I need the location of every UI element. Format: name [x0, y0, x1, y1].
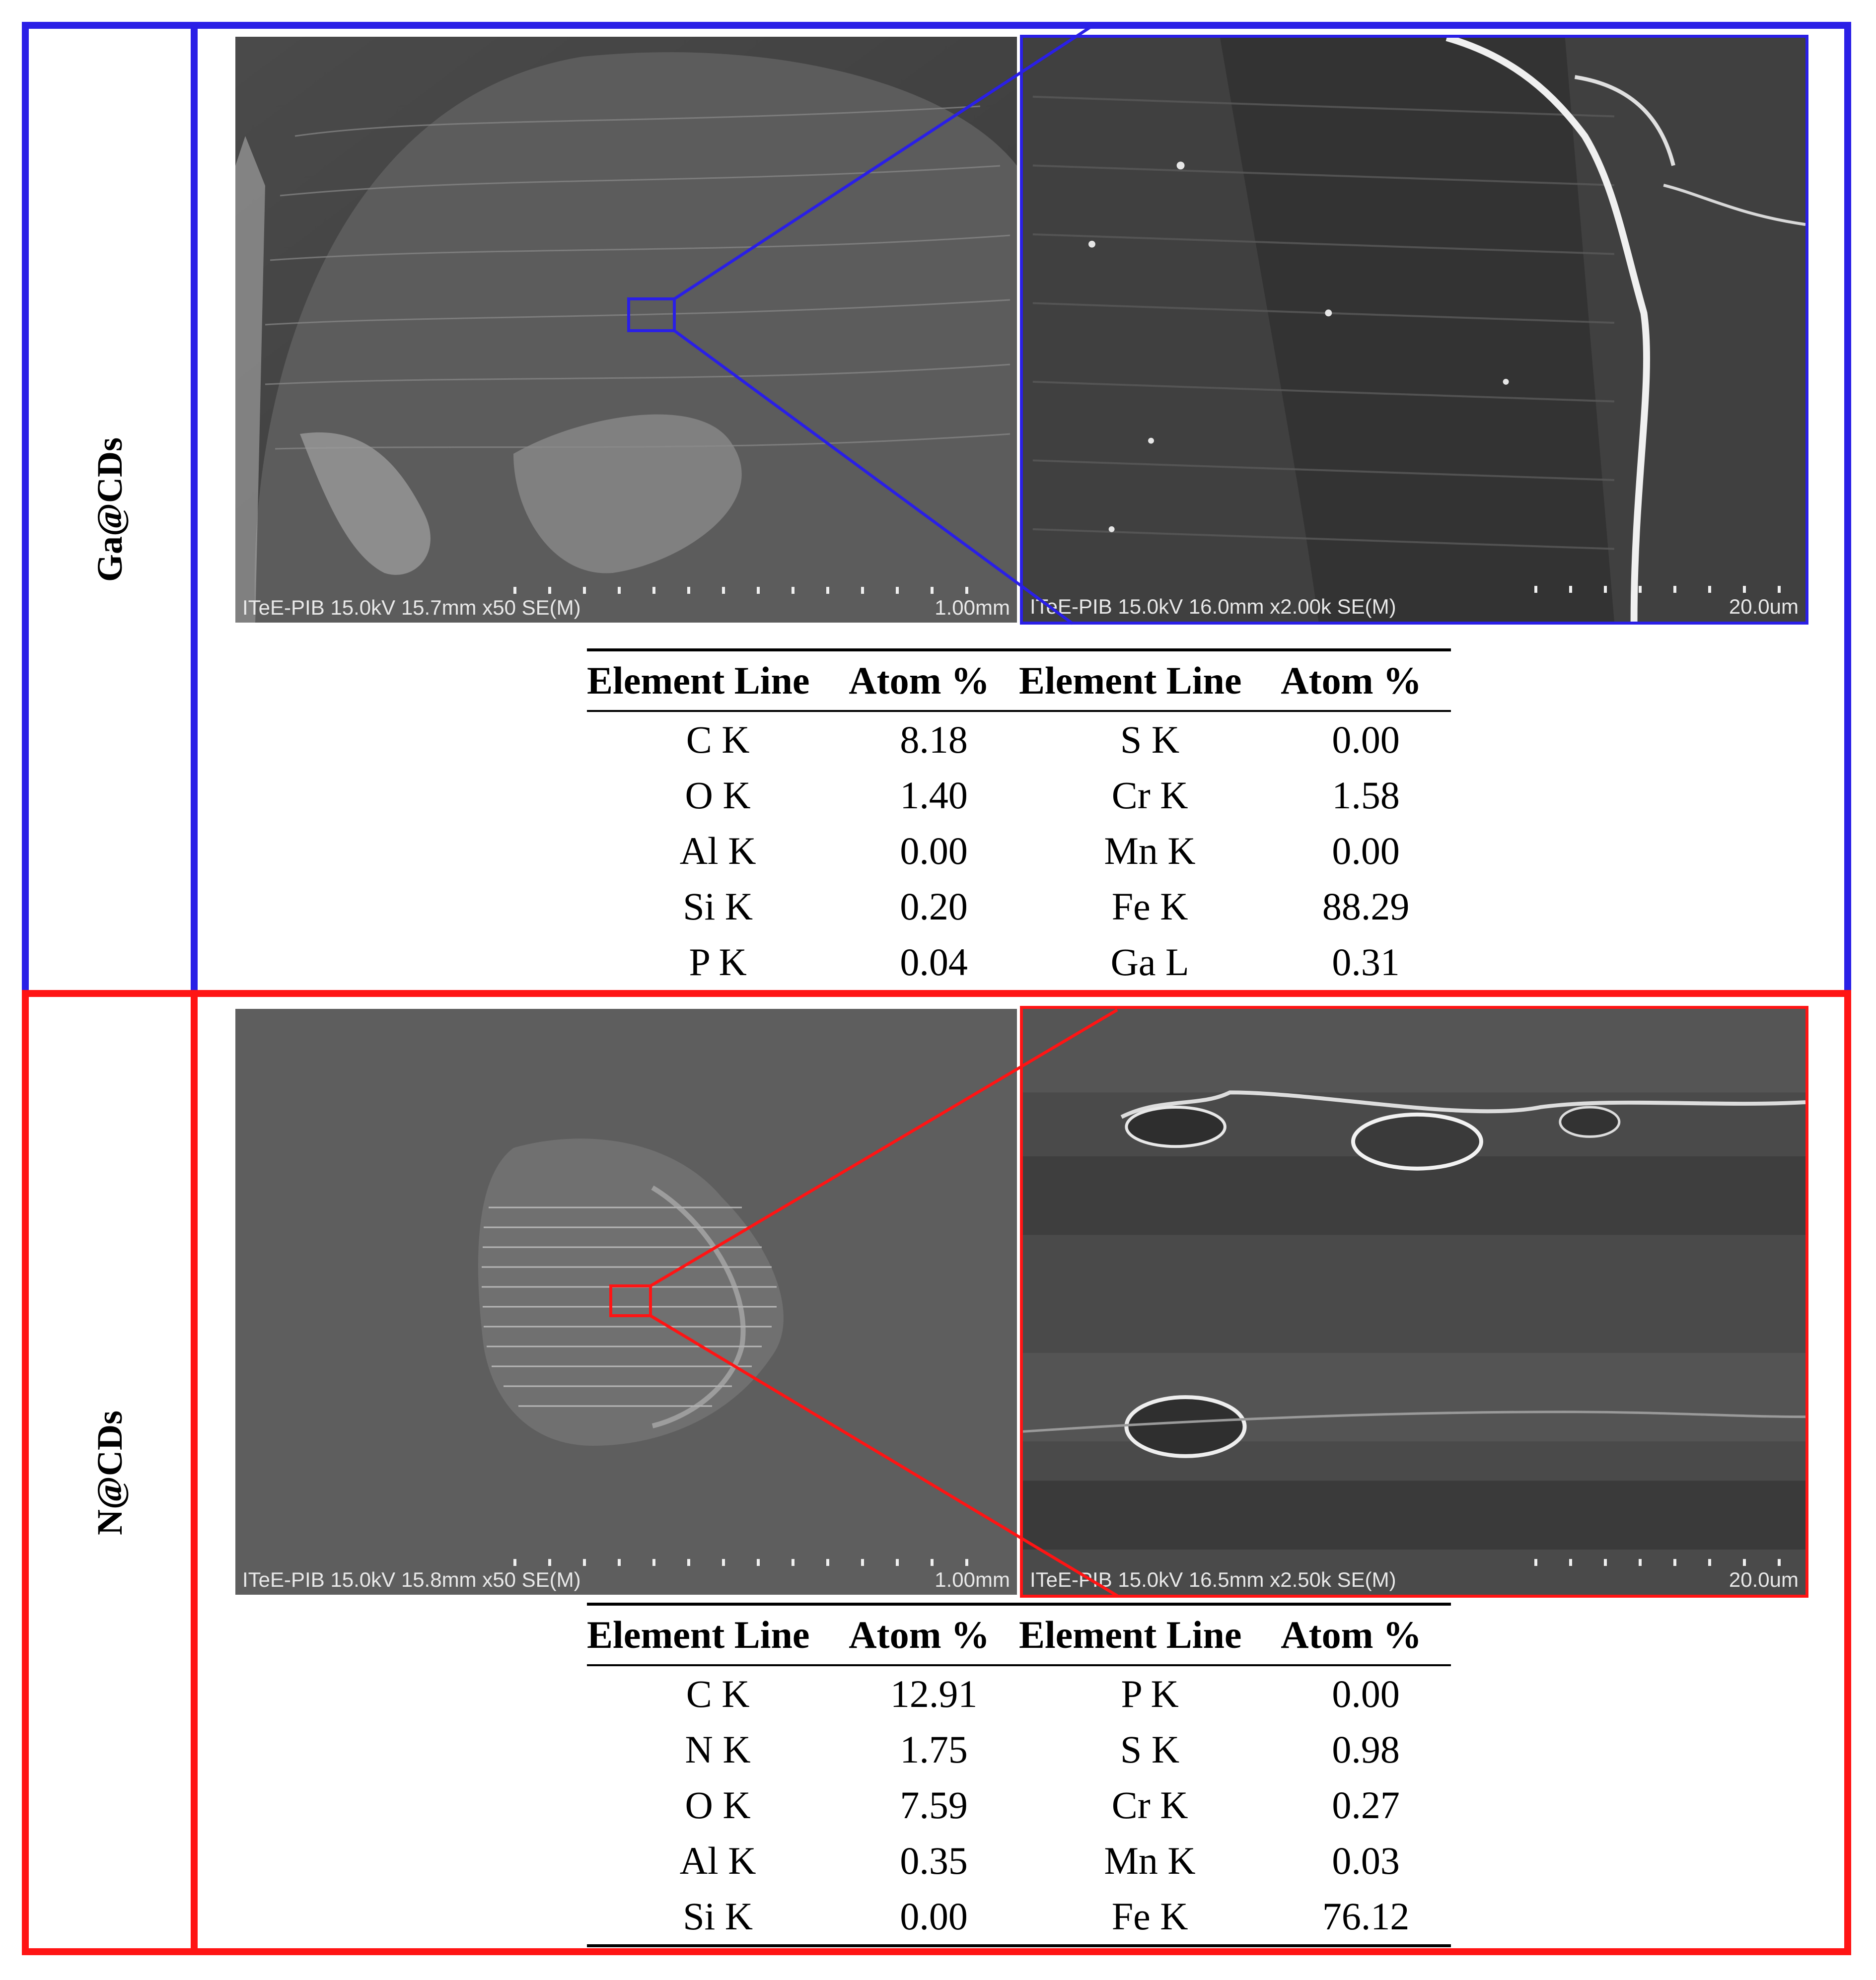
table-cell: 0.35	[900, 1839, 968, 1882]
ga-cds-panel: Ga@CDs	[22, 22, 1851, 990]
table-row: P K 0.04 Ga L 0.31	[587, 934, 1451, 993]
column-header: Element Line	[587, 1613, 810, 1656]
table-cell: 12.91	[890, 1672, 978, 1715]
table-cell: Mn K	[1104, 829, 1196, 872]
column-header: Atom %	[1281, 659, 1422, 702]
table-row: N K 1.75 S K 0.98	[587, 1722, 1451, 1777]
table-row: Si K 0.20 Fe K 88.29	[587, 879, 1451, 934]
table-cell: O K	[685, 774, 751, 817]
sem-caption: ITeE-PIB 15.0kV 16.0mm x2.00k SE(M)	[1030, 595, 1396, 618]
table-cell: Al K	[679, 829, 756, 872]
column-header: Atom %	[1281, 1613, 1422, 1656]
column-header: Element Line	[587, 659, 810, 702]
table-cell: C K	[686, 718, 750, 761]
table-cell: 1.58	[1332, 774, 1400, 817]
sem-micrograph	[1023, 38, 1805, 622]
table-cell: 0.00	[1332, 829, 1400, 872]
table-cell: 0.00	[1332, 718, 1400, 761]
sem-image-high-mag: ITeE-PIB 15.0kV 16.5mm x2.50k SE(M) 20.0…	[1020, 1006, 1808, 1598]
scale-label: 1.00mm	[935, 596, 1010, 619]
column-header: Element Line	[1018, 659, 1242, 702]
table-cell: P K	[1121, 1672, 1179, 1715]
table-cell: 0.00	[849, 1889, 1019, 1947]
table-cell: P K	[587, 934, 849, 993]
table-cell: Fe K	[1111, 885, 1188, 928]
sem-caption: ITeE-PIB 15.0kV 15.8mm x50 SE(M)	[242, 1568, 581, 1591]
sem-micrograph	[235, 37, 1017, 623]
table-row: Si K 0.00 Fe K 76.12	[587, 1889, 1451, 1947]
sample-label-column: N@CDs	[29, 997, 191, 1948]
table-cell: 0.00	[900, 829, 968, 872]
sample-label: N@CDs	[89, 1410, 130, 1535]
scale-label: 20.0um	[1729, 1568, 1799, 1591]
sem-image-low-mag: ITeE-PIB 15.0kV 15.7mm x50 SE(M) 1.00mm	[235, 37, 1017, 623]
table-cell: Ga L	[1018, 934, 1281, 993]
table-cell: 1.75	[900, 1728, 968, 1771]
table-cell: Al K	[679, 1839, 756, 1882]
table-cell: 0.27	[1332, 1783, 1400, 1827]
column-divider	[191, 29, 198, 990]
sem-image-low-mag: ITeE-PIB 15.0kV 15.8mm x50 SE(M) 1.00mm	[235, 1009, 1017, 1595]
scale-bar	[1534, 586, 1798, 593]
sample-label: Ga@CDs	[89, 437, 130, 582]
table-cell: C K	[686, 1672, 750, 1715]
table-cell: 0.31	[1281, 934, 1451, 993]
sem-micrograph	[1023, 1009, 1805, 1595]
table-row: Al K 0.00 Mn K 0.00	[587, 823, 1451, 879]
sem-image-high-mag: ITeE-PIB 15.0kV 16.0mm x2.00k SE(M) 20.0…	[1020, 35, 1808, 625]
column-divider	[191, 997, 198, 1948]
table-cell: 0.20	[900, 885, 968, 928]
table-cell: 1.40	[900, 774, 968, 817]
table-cell: 0.04	[849, 934, 1019, 993]
table-row: O K 7.59 Cr K 0.27	[587, 1777, 1451, 1833]
column-header: Atom %	[849, 659, 990, 702]
scale-bar	[513, 587, 990, 594]
eds-table-n: Element Line Atom % Element Line Atom % …	[587, 1603, 1451, 1947]
column-header: Atom %	[849, 1613, 990, 1656]
sem-micrograph	[235, 1009, 1017, 1595]
table-cell: Si K	[587, 1889, 849, 1947]
table-cell: 8.18	[900, 718, 968, 761]
sample-label-column: Ga@CDs	[29, 29, 191, 990]
scale-label: 1.00mm	[935, 1568, 1010, 1591]
scale-bar	[1534, 1559, 1798, 1566]
column-header: Element Line	[1018, 1613, 1242, 1656]
table-cell: 7.59	[900, 1783, 968, 1827]
table-cell: Cr K	[1111, 774, 1188, 817]
scale-label: 20.0um	[1729, 595, 1799, 618]
table-cell: S K	[1120, 718, 1180, 761]
table-cell: 0.00	[1332, 1672, 1400, 1715]
table-row: Al K 0.35 Mn K 0.03	[587, 1833, 1451, 1889]
table-cell: S K	[1120, 1728, 1180, 1771]
table-cell: 88.29	[1322, 885, 1410, 928]
sem-caption: ITeE-PIB 15.0kV 16.5mm x2.50k SE(M)	[1030, 1568, 1396, 1591]
table-cell: 76.12	[1281, 1889, 1451, 1947]
table-cell: Cr K	[1111, 1783, 1188, 1827]
table-cell: Si K	[683, 885, 753, 928]
table-cell: 0.98	[1332, 1728, 1400, 1771]
table-cell: Mn K	[1104, 1839, 1196, 1882]
sem-caption: ITeE-PIB 15.0kV 15.7mm x50 SE(M)	[242, 596, 581, 619]
table-cell: O K	[685, 1783, 751, 1827]
table-row: C K 12.91 P K 0.00	[587, 1665, 1451, 1722]
eds-table-ga: Element Line Atom % Element Line Atom % …	[587, 648, 1451, 993]
table-cell: 0.03	[1332, 1839, 1400, 1882]
scale-bar	[513, 1559, 990, 1566]
n-cds-panel: N@CDs	[22, 990, 1851, 1955]
table-row: C K 8.18 S K 0.00	[587, 711, 1451, 768]
table-cell: Fe K	[1018, 1889, 1281, 1947]
table-row: O K 1.40 Cr K 1.58	[587, 768, 1451, 823]
table-cell: N K	[685, 1728, 751, 1771]
